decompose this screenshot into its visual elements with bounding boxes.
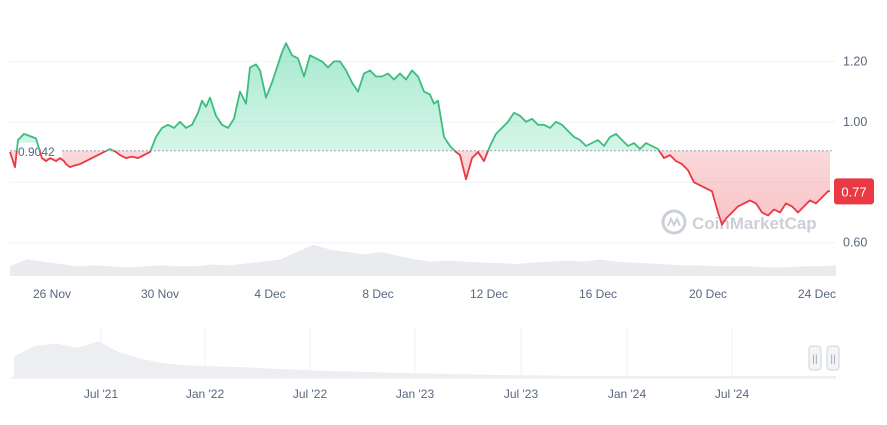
- navigator-area: [14, 341, 836, 378]
- navigator-handle-left-box[interactable]: [808, 345, 822, 371]
- y-tick-label: 1.00: [843, 115, 867, 129]
- x-tick-label: 30 Nov: [141, 287, 179, 301]
- price-line-below-baseline: [9, 150, 830, 226]
- y-tick-label: 0.60: [843, 236, 867, 250]
- x-tick-label: 12 Dec: [470, 287, 508, 301]
- area-fill-below-baseline: [10, 150, 830, 225]
- watermark-text: CoinMarketCap: [692, 214, 817, 233]
- navigator-x-tick-label: Jan '22: [186, 387, 225, 401]
- x-tick-label: 26 Nov: [33, 287, 71, 301]
- range-navigator[interactable]: || || Jul '21 Jan '22 Jul '22 Jan '23 Jul '2…: [10, 325, 840, 401]
- y-tick-label: 1.20: [843, 54, 867, 68]
- navigator-x-tick-label: Jan '23: [396, 387, 435, 401]
- x-tick-label: 8 Dec: [362, 287, 393, 301]
- grip-icon: ||: [812, 354, 817, 365]
- coinmarketcap-logo-icon: [661, 209, 687, 235]
- watermark: CoinMarketCap: [661, 209, 817, 235]
- navigator-handle-right[interactable]: ||: [826, 345, 840, 371]
- area-fill-above-baseline: [16, 43, 660, 151]
- navigator-x-tick-label: Jul '24: [715, 387, 750, 401]
- navigator-handle-right-box[interactable]: [826, 345, 840, 371]
- x-tick-label: 16 Dec: [579, 287, 617, 301]
- navigator-x-tick-label: Jul '23: [504, 387, 539, 401]
- navigator-x-tick-label: Jul '22: [293, 387, 328, 401]
- volume-area: [10, 244, 836, 276]
- x-tick-label: 20 Dec: [689, 287, 727, 301]
- x-tick-label: 4 Dec: [254, 287, 285, 301]
- grip-icon: ||: [830, 354, 835, 365]
- navigator-x-axis: Jul '21 Jan '22 Jul '22 Jan '23 Jul '23 Jan '…: [84, 328, 750, 401]
- baseline-value-label: 0.9042: [18, 145, 55, 159]
- price-line-above-baseline: [15, 42, 661, 151]
- navigator-handle-left[interactable]: ||: [808, 345, 822, 371]
- grid-lines: [10, 60, 836, 244]
- coinmarketcap-logo-mark-icon: [667, 216, 681, 228]
- navigator-x-tick-label: Jul '21: [84, 387, 119, 401]
- x-tick-label: 24 Dec: [798, 287, 836, 301]
- current-price-label: 0.77: [841, 184, 866, 199]
- x-axis: 26 Nov 30 Nov 4 Dec 8 Dec 12 Dec 16 Dec 20 Dec…: [33, 287, 836, 301]
- navigator-x-tick-label: Jan '24: [608, 387, 647, 401]
- y-axis: 1.20 1.00 0.60: [843, 54, 867, 249]
- current-price-tag: 0.77: [834, 178, 874, 205]
- current-price-badge: [834, 178, 874, 205]
